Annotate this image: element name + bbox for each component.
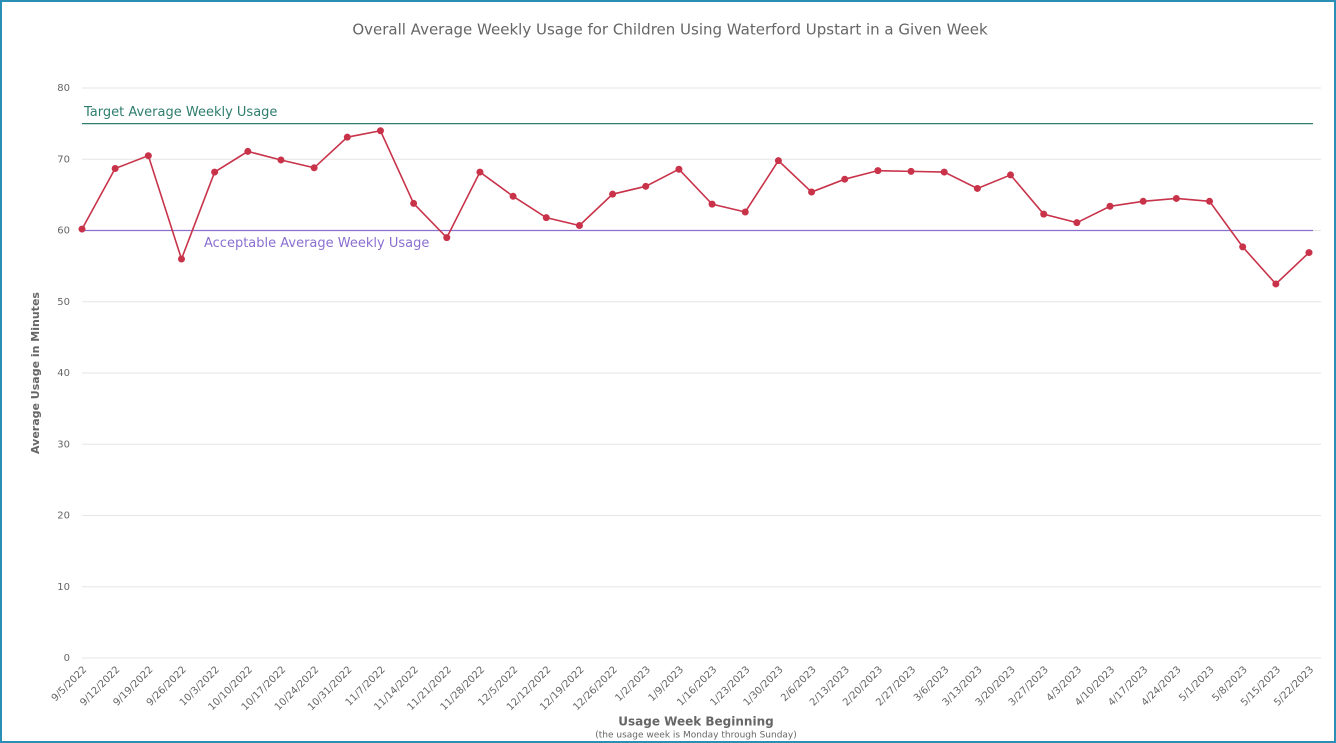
data-point [874, 167, 882, 175]
data-point [376, 127, 384, 135]
data-point [310, 164, 318, 172]
data-point [808, 188, 816, 196]
data-point [841, 175, 849, 183]
data-point [78, 225, 86, 233]
data-point [144, 152, 152, 160]
series-line [81, 129, 1310, 286]
data-point [111, 165, 119, 173]
data-point [1272, 280, 1280, 288]
data-point [1305, 249, 1313, 257]
y-axis-label: Average Usage in Minutes [29, 292, 42, 454]
data-point [1206, 197, 1214, 205]
y-tick-label: 50 [57, 297, 70, 308]
chart-title: Overall Average Weekly Usage for Childre… [352, 21, 988, 39]
y-tick-label: 0 [64, 653, 70, 664]
data-point [343, 133, 351, 141]
data-point [1239, 243, 1247, 251]
reference-label: Target Average Weekly Usage [83, 105, 277, 120]
data-point [177, 255, 185, 263]
data-point [774, 157, 782, 165]
data-point [708, 200, 716, 208]
data-point [476, 168, 484, 176]
data-point [1139, 197, 1147, 205]
data-point [509, 192, 517, 200]
data-point [575, 222, 583, 230]
data-point [940, 168, 948, 176]
y-tick-label: 10 [57, 582, 70, 593]
data-point [277, 156, 285, 164]
y-tick-label: 80 [57, 83, 70, 94]
reference-label: Acceptable Average Weekly Usage [204, 236, 429, 251]
data-point [542, 214, 550, 222]
data-point [675, 165, 683, 173]
data-point [907, 167, 915, 175]
data-point [1172, 194, 1180, 202]
y-tick-label: 60 [57, 226, 70, 237]
data-point [1040, 210, 1048, 218]
data-point [1007, 171, 1015, 179]
data-point [211, 168, 219, 176]
data-point [741, 208, 749, 216]
data-point [1073, 219, 1081, 227]
data-point [244, 147, 252, 155]
data-point [443, 234, 451, 242]
y-tick-label: 70 [57, 154, 70, 165]
data-point [973, 184, 981, 192]
y-tick-label: 40 [57, 368, 70, 379]
data-point [642, 182, 650, 190]
x-axis-sublabel: (the usage week is Monday through Sunday… [595, 731, 797, 741]
y-tick-label: 30 [57, 439, 70, 450]
data-point [410, 199, 418, 207]
x-axis-label: Usage Week Beginning [618, 715, 773, 729]
data-point [609, 190, 617, 198]
y-tick-label: 20 [57, 511, 70, 522]
data-point [1106, 202, 1114, 210]
